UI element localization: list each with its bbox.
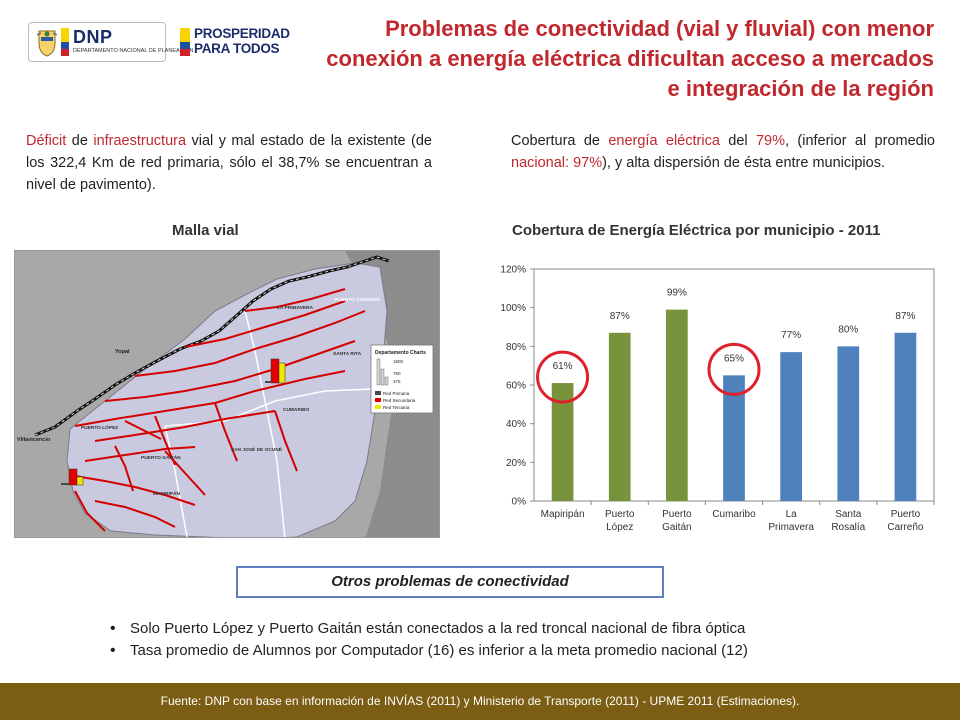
list-item: Tasa promedio de Alumnos por Computador … <box>110 640 930 662</box>
other-problems-heading: Otros problemas de conectividad <box>236 566 664 598</box>
x-tick-label: Primavera <box>768 522 814 533</box>
x-tick-label: Puerto <box>662 509 692 520</box>
hl-nacional: nacional: 97% <box>511 155 603 171</box>
footer-source: Fuente: DNP con base en información de I… <box>160 694 800 708</box>
x-tick-label: Gaitán <box>662 522 691 533</box>
highlight-circle <box>707 342 761 396</box>
map-subtitle: Malla vial <box>172 222 239 239</box>
prosperidad-flag-icon <box>180 28 190 56</box>
x-tick-label: Carreño <box>887 522 924 533</box>
hl-79: 79% <box>755 133 785 149</box>
other-problems-list: Solo Puerto López y Puerto Gaitán están … <box>110 618 930 662</box>
legend-scale-1: 1500 <box>393 359 404 364</box>
bar <box>837 346 860 501</box>
bar-value-label: 87% <box>610 311 630 322</box>
bar <box>666 309 688 501</box>
y-tick-label: 120% <box>500 265 526 276</box>
legend-item-secondary: Red Secundaria <box>383 398 416 403</box>
hl-energia: energía eléctrica <box>608 133 720 149</box>
colombia-crest-icon <box>36 30 58 57</box>
place-yopal: Yopal <box>115 349 130 355</box>
bar <box>780 352 802 501</box>
place-santa-rita: SANTA RITA <box>333 351 362 357</box>
bar <box>608 332 631 501</box>
colombia-flag-icon <box>61 28 69 56</box>
x-tick-label: Cumaribo <box>712 509 756 520</box>
infrastructure-paragraph: Déficit de infraestructura vial y mal es… <box>26 130 432 196</box>
legend-scale-2: 750 <box>393 371 401 376</box>
bar-value-label: 65% <box>724 353 744 364</box>
highlight-circle <box>536 350 590 404</box>
prosperidad-line2: PARA TODOS <box>194 41 280 56</box>
x-tick-label: Puerto <box>605 509 635 520</box>
chart-subtitle: Cobertura de Energía Eléctrica por munic… <box>512 222 881 239</box>
text-dispersion: ), y alta dispersión de ésta entre munic… <box>602 155 885 171</box>
text-de: de <box>66 133 94 149</box>
map-bar-chart-1 <box>265 358 286 384</box>
bar-value-label: 61% <box>553 361 573 372</box>
prosperidad-line1: PROSPERIDAD <box>194 26 290 41</box>
place-san-jose-de-ocune: SAN JOSÉ DE OCUNÉ <box>231 445 283 453</box>
chart-svg: 0% 20% 40% 60% 80% 100% 120% 61% Mapiripán 87% Pue… <box>500 265 935 533</box>
hl-deficit: Déficit <box>26 133 67 149</box>
prosperidad-logo-text: PROSPERIDAD PARA TODOS <box>194 26 290 56</box>
dnp-logo: DNP DEPARTAMENTO NACIONAL DE PLANEACIÓN <box>28 22 193 62</box>
x-tick-label: Rosalía <box>831 522 865 533</box>
text-del: del <box>719 133 756 149</box>
energy-paragraph: Cobertura de energía eléctrica del 79%, … <box>511 130 935 174</box>
y-tick-label: 0% <box>512 497 527 508</box>
legend-title: Departamento Charts <box>375 350 426 356</box>
bar <box>551 383 574 501</box>
footer-bar: Fuente: DNP con base en información de I… <box>0 683 960 720</box>
x-tick-label: López <box>606 522 633 533</box>
bar <box>894 332 917 501</box>
page-title: Problemas de conectividad (vial y fluvia… <box>326 16 934 101</box>
bar-value-label: 77% <box>781 330 801 341</box>
legend-item-tertiary: Red Terciaria <box>383 405 410 410</box>
y-tick-label: 60% <box>506 381 526 392</box>
place-cumaribo: CUMARIBO <box>283 407 310 413</box>
place-puerto-carreno: PUERTO CARREÑO <box>335 296 381 303</box>
x-tick-label: La <box>786 509 798 520</box>
place-puerto-gaitan: PUERTO GAITÁN <box>141 454 181 461</box>
x-tick-label: Santa <box>835 509 862 520</box>
road-map-svg: Departamento Charts 1500 750 375 Red Pri… <box>15 251 439 537</box>
prosperidad-logo: PROSPERIDAD PARA TODOS <box>180 24 292 60</box>
place-la-primavera: LA PRIMAVERA <box>277 305 314 311</box>
legend-scale-3: 375 <box>393 379 401 384</box>
road-network-map: Departamento Charts 1500 750 375 Red Pri… <box>14 250 440 538</box>
bar-value-label: 87% <box>895 311 915 322</box>
x-tick-label: Mapiripán <box>541 509 585 520</box>
dnp-logo-text: DNP <box>73 27 113 47</box>
map-legend: Departamento Charts 1500 750 375 Red Pri… <box>370 344 434 414</box>
place-mapiripan: MAPIRIPÁN <box>153 490 180 497</box>
place-puerto-lopez: PUERTO LÓPEZ <box>81 423 118 431</box>
y-tick-label: 100% <box>500 303 526 314</box>
map-bar-chart-2 <box>61 468 84 486</box>
place-villavicencio: Villavicencio <box>17 437 51 443</box>
y-tick-label: 20% <box>506 458 526 469</box>
energy-coverage-chart: 0% 20% 40% 60% 80% 100% 120% 61% Mapiripán 87% Pue… <box>478 257 940 552</box>
list-item: Solo Puerto López y Puerto Gaitán están … <box>110 618 930 640</box>
y-tick-label: 40% <box>506 419 526 430</box>
text-inferior: , (inferior al promedio <box>785 133 936 149</box>
text-cobertura: Cobertura de <box>511 133 609 149</box>
hl-infraestructura: infraestructura <box>93 133 187 149</box>
bar-value-label: 80% <box>838 324 858 335</box>
legend-item-primary: Red Primaria <box>383 391 410 396</box>
x-tick-label: Puerto <box>891 509 921 520</box>
y-tick-label: 80% <box>506 342 526 353</box>
bar <box>723 375 745 501</box>
text-rest: vial y mal estado de la existente (de lo… <box>26 133 432 193</box>
dnp-logo-subtext: DEPARTAMENTO NACIONAL DE PLANEACIÓN <box>73 48 194 54</box>
bar-value-label: 99% <box>667 288 687 299</box>
